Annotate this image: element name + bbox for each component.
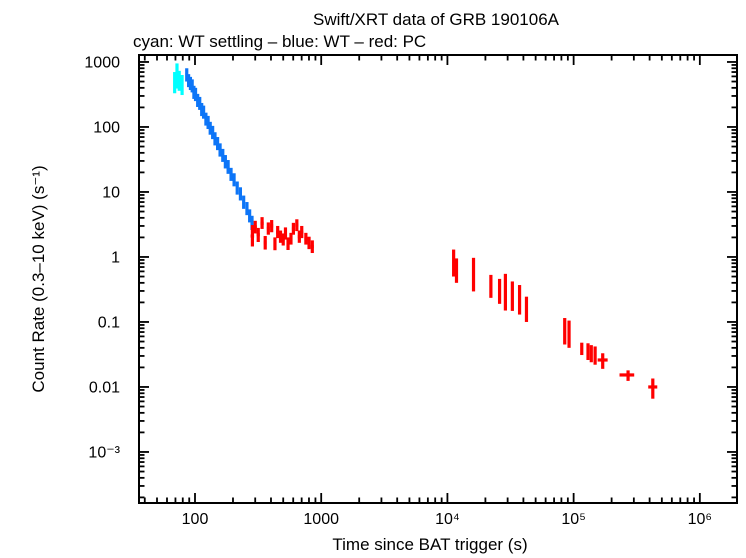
y-tick-label: 0.1 xyxy=(98,314,120,331)
x-tick-label: 10⁴ xyxy=(435,511,460,528)
y-tick-label: 1000 xyxy=(84,54,120,71)
x-tick-label: 1000 xyxy=(303,511,339,528)
y-tick-label: 1 xyxy=(111,249,120,266)
x-tick-label: 100 xyxy=(182,511,209,528)
series-pc xyxy=(250,217,658,399)
y-tick-label: 10⁻³ xyxy=(88,444,120,461)
data-points xyxy=(173,63,658,399)
y-axis-title: Count Rate (0.3–10 keV) (s⁻¹) xyxy=(29,165,48,392)
axes: 100 1000 10⁴ 10⁵ 10⁶ 1000 100 10 1 0.1 0.01 10⁻³ xyxy=(84,54,738,528)
chart-legend-subtitle: cyan: WT settling – blue: WT – red: PC xyxy=(133,32,426,51)
series-wt xyxy=(185,68,254,230)
y-tick-label: 0.01 xyxy=(89,379,120,396)
plot-frame xyxy=(138,54,738,504)
y-tick-label: 100 xyxy=(93,119,120,136)
x-tick-label: 10⁵ xyxy=(561,511,585,528)
x-tick-label: 10⁶ xyxy=(688,511,712,528)
chart-title: Swift/XRT data of GRB 190106A xyxy=(313,10,560,29)
x-axis-title: Time since BAT trigger (s) xyxy=(332,535,527,554)
series-wt-settling xyxy=(173,63,184,96)
y-tick-label: 10 xyxy=(102,184,120,201)
